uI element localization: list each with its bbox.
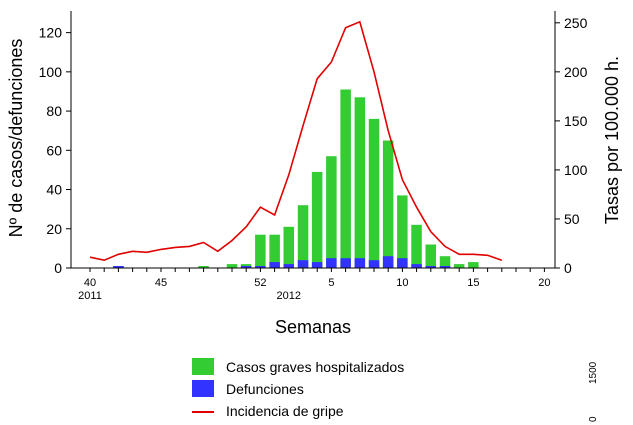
bar-casos-7 [354, 97, 366, 268]
bar-defunciones-42 [113, 266, 124, 268]
y-axis-left-title: Nº de casos/defunciones [6, 39, 26, 238]
y-right-tick-label: 200 [564, 64, 588, 80]
bar-defunciones-52 [255, 266, 266, 268]
bar-defunciones-4 [311, 262, 323, 268]
x-tick-label: 40 [84, 277, 96, 289]
y-right-tick-label: 100 [564, 162, 588, 178]
bar-casos-2 [283, 226, 294, 268]
bar-casos-50 [226, 264, 238, 268]
y-right-tick-label: 50 [564, 211, 580, 227]
y-left-tick-label: 60 [46, 142, 62, 158]
bar-casos-52 [255, 234, 266, 268]
bar-casos-13 [439, 256, 451, 268]
bar-defunciones-11 [411, 264, 422, 268]
y-left-tick-label: 20 [46, 221, 62, 237]
y-right-tick-label: 150 [564, 113, 588, 129]
y-left-tick-label: 0 [54, 260, 62, 276]
legend-item-casos: Casos graves hospitalizados [190, 357, 450, 379]
side-mark-bottom: 0 [588, 416, 599, 422]
legend-item-incidencia: Incidencia de gripe [190, 401, 450, 423]
bars-group [113, 89, 479, 269]
y-left-tick-label: 40 [46, 182, 62, 198]
bar-defunciones-12 [425, 266, 436, 268]
legend-swatch-defunciones [192, 380, 214, 397]
legend-label-incidencia: Incidencia de gripe [226, 403, 344, 419]
bar-casos-6 [340, 89, 351, 268]
bar-casos-14 [453, 264, 465, 268]
x-tick-label: 5 [328, 277, 334, 289]
axes-group [66, 11, 560, 272]
x-axis-title: Semanas [275, 317, 351, 337]
bar-casos-11 [411, 224, 422, 268]
y-left-tick-label: 80 [46, 103, 62, 119]
bar-casos-5 [326, 156, 337, 268]
y-axis-right-title: Tasas por 100.000 h. [602, 56, 622, 224]
legend-label-defunciones: Defunciones [226, 381, 304, 397]
bar-casos-12 [425, 244, 436, 268]
bar-defunciones-51 [240, 266, 252, 268]
legend-item-defunciones: Defunciones [190, 379, 450, 401]
y-left-tick-label: 120 [39, 25, 63, 41]
x-tick-label: 10 [396, 277, 408, 289]
bar-defunciones-6 [340, 258, 351, 268]
year-label: 2012 [277, 290, 301, 302]
bar-casos-4 [311, 171, 323, 268]
bar-casos-8 [368, 118, 380, 269]
bar-casos-1 [269, 234, 280, 268]
bar-defunciones-1 [269, 262, 280, 268]
bar-defunciones-5 [326, 258, 337, 268]
legend-label-casos: Casos graves hospitalizados [226, 359, 405, 375]
line-group [89, 20, 503, 262]
labels-group: 0 20 40 60 80 100 120 0 50 100 150 200 250 40 45 52 5 10 1… [6, 15, 622, 337]
bar-defunciones-13 [439, 266, 451, 268]
legend: Casos graves hospitalizados Defunciones … [190, 357, 450, 423]
bar-defunciones-10 [397, 258, 408, 268]
legend-line-incidencia [192, 411, 214, 413]
y-right-tick-label: 0 [564, 260, 572, 276]
year-label: 2011 [78, 290, 102, 302]
bar-casos-48 [198, 266, 209, 268]
x-tick-label: 20 [538, 277, 550, 289]
y-right-tick-label: 250 [564, 15, 588, 31]
bar-casos-15 [468, 262, 479, 268]
x-tick-label: 15 [467, 277, 479, 289]
bar-casos-9 [382, 140, 394, 268]
bar-defunciones-9 [382, 256, 394, 268]
bar-casos-3 [297, 205, 309, 268]
bar-casos-10 [397, 195, 408, 268]
side-mark-top: 1500 [588, 361, 599, 384]
bar-defunciones-7 [354, 258, 366, 268]
bar-defunciones-2 [283, 264, 294, 268]
bar-defunciones-3 [297, 260, 309, 268]
x-tick-label: 45 [155, 277, 167, 289]
bar-defunciones-8 [368, 260, 380, 268]
line-incidencia [89, 20, 503, 262]
y-left-tick-label: 100 [39, 64, 63, 80]
x-tick-label: 52 [254, 277, 266, 289]
legend-swatch-casos [192, 358, 214, 375]
